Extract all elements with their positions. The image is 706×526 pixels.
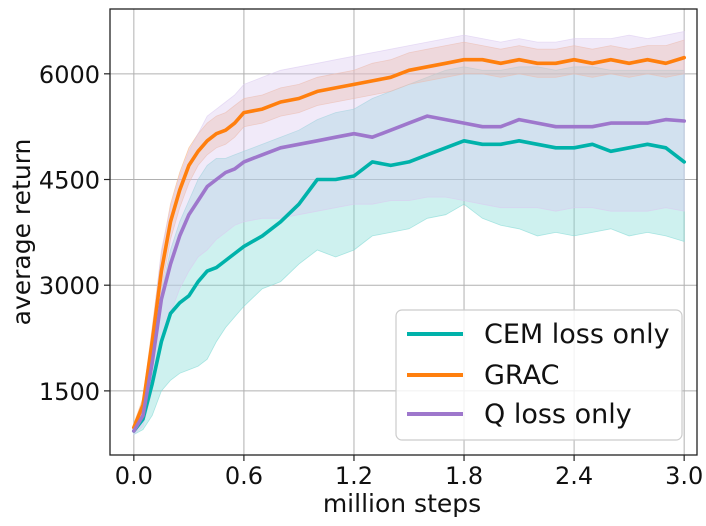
x-tick-label: 1.8: [445, 462, 483, 490]
x-tick-label: 1.2: [335, 462, 373, 490]
y-tick-label: 1500: [39, 378, 100, 406]
series-lines: [132, 55, 687, 433]
legend: CEM loss only GRAC Q loss only: [395, 309, 683, 441]
x-axis-label: million steps: [323, 489, 481, 518]
x-tick-label: 3.0: [665, 462, 703, 490]
legend-label-grac: GRAC: [484, 360, 559, 391]
y-tick-label: 6000: [39, 61, 100, 89]
confidence-bands: [133, 31, 685, 436]
plot-frame: [109, 8, 698, 456]
x-axis-ticks: 0.0 0.6 1.2 1.8 2.4 3.0: [115, 455, 703, 490]
legend-label-cem: CEM loss only: [484, 319, 670, 350]
line-grac: [132, 55, 687, 430]
line-q-loss-only: [132, 114, 687, 433]
y-axis-label: average return: [7, 139, 36, 326]
legend-box: [395, 309, 683, 441]
x-tick-label: 0.0: [115, 462, 153, 490]
x-tick-label: 2.4: [555, 462, 593, 490]
band-q-loss-only: [133, 31, 685, 436]
y-tick-label: 3000: [39, 272, 100, 300]
line-cem-loss-only: [132, 139, 687, 433]
legend-label-q: Q loss only: [484, 399, 632, 430]
y-tick-label: 4500: [39, 167, 100, 195]
y-axis-ticks: 1500 3000 4500 6000: [39, 61, 110, 406]
x-tick-label: 0.6: [225, 462, 263, 490]
band-cem-loss-only: [133, 66, 685, 436]
